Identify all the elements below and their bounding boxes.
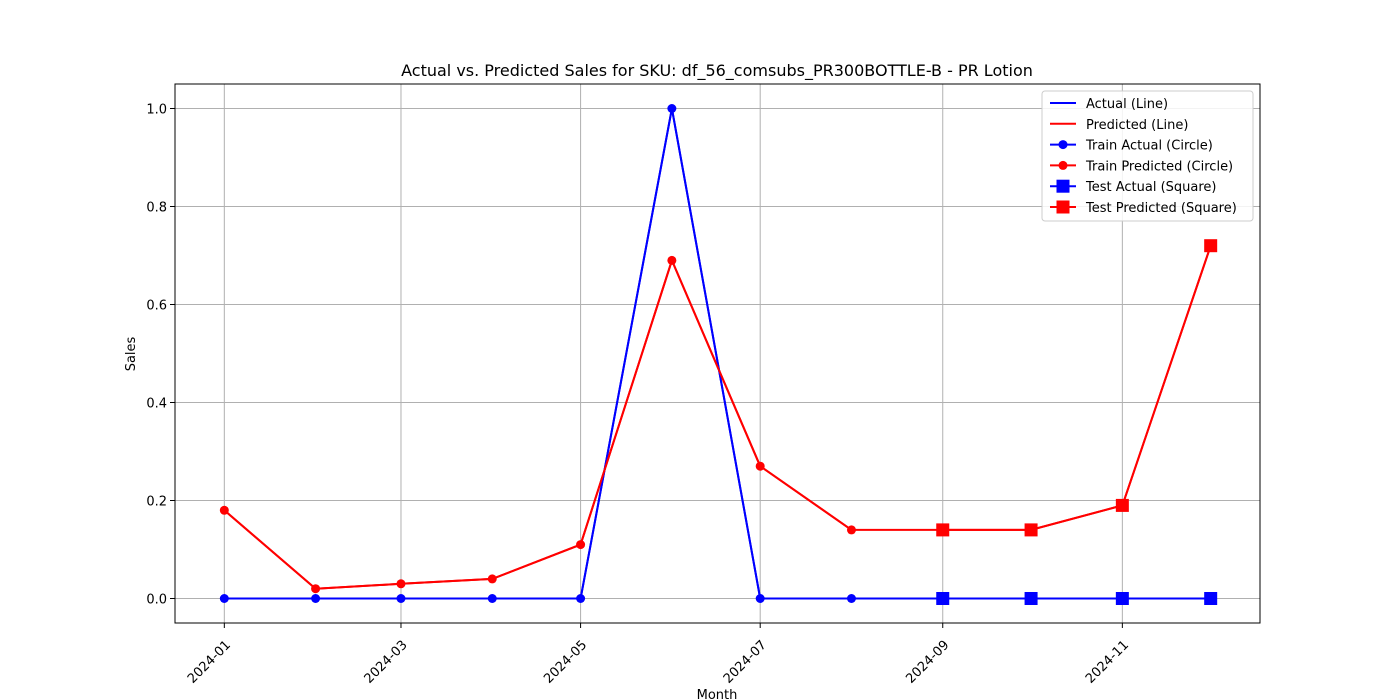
point-train-predicted-circle bbox=[846, 525, 856, 535]
point-test-actual-square bbox=[1024, 592, 1038, 605]
point-train-actual-circle bbox=[311, 594, 321, 603]
y-tick-label: 0.6 bbox=[146, 299, 167, 314]
x-tick-label: 2024-09 bbox=[903, 638, 952, 687]
chart-title: Actual vs. Predicted Sales for SKU: df_5… bbox=[401, 61, 1033, 81]
point-test-predicted-square bbox=[1024, 523, 1038, 537]
series-line-train-predicted-circle bbox=[223, 257, 853, 590]
point-train-predicted-circle bbox=[219, 505, 229, 515]
legend-marker-test-actual-square bbox=[1056, 179, 1070, 193]
point-train-actual-circle bbox=[576, 594, 586, 603]
legend-marker-train-actual-circle bbox=[1058, 140, 1068, 150]
series-line-predicted-line bbox=[223, 245, 1212, 590]
legend-box bbox=[1041, 90, 1254, 222]
y-axis-label: Sales bbox=[124, 336, 139, 371]
point-test-actual-square bbox=[936, 592, 950, 605]
y-tick-label: 1.0 bbox=[146, 103, 167, 118]
legend-marker-test-predicted-square bbox=[1056, 200, 1070, 214]
point-train-predicted-circle bbox=[576, 540, 586, 550]
series-line-train-actual-circle bbox=[224, 108, 852, 600]
x-tick-label: 2024-03 bbox=[362, 638, 411, 687]
point-test-predicted-square bbox=[1204, 239, 1218, 253]
x-axis-label: Month bbox=[697, 688, 738, 700]
point-train-predicted-circle bbox=[487, 574, 497, 584]
point-train-predicted-circle bbox=[396, 579, 406, 589]
x-tick-label: 2024-07 bbox=[721, 638, 770, 687]
point-test-actual-square bbox=[1204, 592, 1218, 605]
point-test-predicted-square bbox=[1115, 498, 1129, 512]
point-train-predicted-circle bbox=[667, 255, 677, 265]
legend: Actual (Line) Predicted (Line) Train Actua… bbox=[1041, 90, 1254, 222]
y-tick-label: 0.8 bbox=[146, 201, 167, 216]
legend-marker-train-predicted-circle bbox=[1058, 160, 1068, 170]
point-train-actual-circle bbox=[487, 594, 497, 603]
legend-label-train-actual-circle: Train Actual (Circle) bbox=[1085, 139, 1213, 154]
point-test-predicted-square bbox=[936, 523, 950, 537]
plot-area-frame bbox=[174, 83, 1261, 624]
legend-label-train-predicted-circle: Train Predicted (Circle) bbox=[1085, 159, 1233, 174]
series-line-test-predicted-square bbox=[942, 245, 1212, 531]
point-test-actual-square bbox=[1115, 592, 1129, 605]
legend-label-test-predicted-square: Test Predicted (Square) bbox=[1085, 201, 1237, 216]
point-train-actual-circle bbox=[219, 594, 229, 603]
y-tick-label: 0.2 bbox=[146, 495, 167, 510]
y-tick-label: 0.4 bbox=[146, 397, 167, 412]
legend-label-test-actual-square: Test Actual (Square) bbox=[1085, 180, 1217, 195]
point-train-predicted-circle bbox=[311, 584, 321, 594]
point-train-actual-circle bbox=[755, 594, 765, 603]
legend-label-predicted-line: Predicted (Line) bbox=[1086, 118, 1188, 133]
point-train-actual-circle bbox=[396, 594, 406, 603]
plot-series bbox=[219, 104, 1218, 605]
legend-label-actual-line: Actual (Line) bbox=[1086, 97, 1168, 112]
y-tick-label: 0.0 bbox=[146, 593, 167, 608]
x-axis: 2024-01 2024-03 2024-05 2024-07 2024-09 2024-… bbox=[185, 623, 1132, 687]
y-axis: 0.0 0.2 0.4 0.6 0.8 1.0 bbox=[146, 103, 175, 608]
x-tick-label: 2024-05 bbox=[541, 638, 590, 687]
point-train-predicted-circle bbox=[755, 461, 765, 471]
x-tick-label: 2024-01 bbox=[185, 638, 234, 687]
point-train-actual-circle bbox=[667, 104, 677, 113]
point-train-actual-circle bbox=[846, 594, 856, 603]
x-tick-label: 2024-11 bbox=[1083, 638, 1132, 687]
